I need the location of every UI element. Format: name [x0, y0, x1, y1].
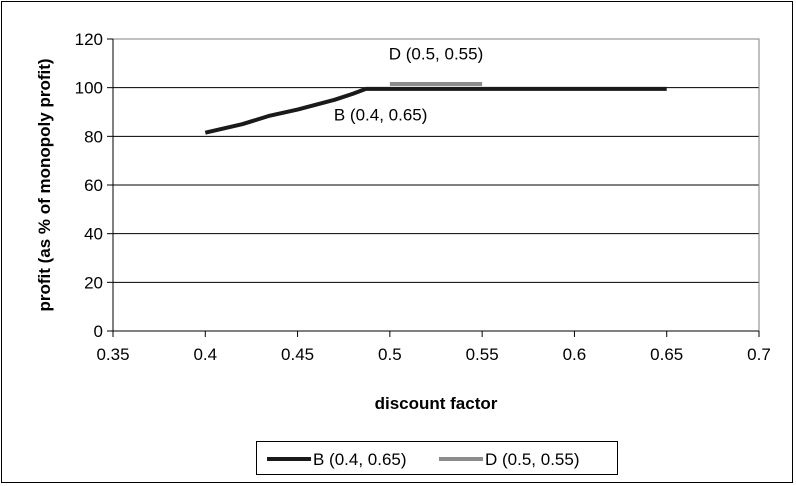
x-tick-label: 0.55 — [466, 345, 499, 364]
x-tick-label: 0.5 — [378, 345, 402, 364]
x-tick-label: 0.7 — [747, 345, 771, 364]
x-tick-label: 0.65 — [650, 345, 683, 364]
y-axis-ticks: 0 20 40 60 80 100 120 — [75, 30, 114, 341]
x-axis-ticks: 0.35 0.4 0.45 0.5 0.55 0.6 0.65 0.7 — [96, 330, 771, 364]
gridlines — [113, 87, 759, 283]
annotation-label-1: B (0.4, 0.65) — [334, 105, 428, 124]
legend: B (0.4, 0.65) D (0.5, 0.55) — [256, 441, 618, 475]
annotation-label-0: D (0.5, 0.55) — [389, 45, 484, 64]
y-tick-label: 20 — [84, 273, 103, 292]
x-axis-label: discount factor — [375, 394, 498, 413]
y-tick-label: 100 — [75, 79, 103, 98]
legend-label-b: B (0.4, 0.65) — [313, 450, 407, 469]
y-tick-label: 0 — [94, 322, 103, 341]
x-tick-label: 0.4 — [193, 345, 217, 364]
annotations: D (0.5, 0.55) B (0.4, 0.65) — [334, 45, 483, 125]
y-tick-label: 80 — [84, 127, 103, 146]
x-tick-label: 0.35 — [96, 345, 129, 364]
legend-label-d: D (0.5, 0.55) — [485, 450, 580, 469]
y-axis-label: profit (as % of monopoly profit) — [35, 58, 54, 311]
y-tick-label: 40 — [84, 225, 103, 244]
x-tick-label: 0.45 — [281, 345, 314, 364]
x-tick-label: 0.6 — [563, 345, 587, 364]
series-line-b — [204, 86, 667, 135]
series-layer — [204, 82, 667, 135]
y-tick-label: 120 — [75, 30, 103, 49]
y-tick-label: 60 — [84, 176, 103, 195]
